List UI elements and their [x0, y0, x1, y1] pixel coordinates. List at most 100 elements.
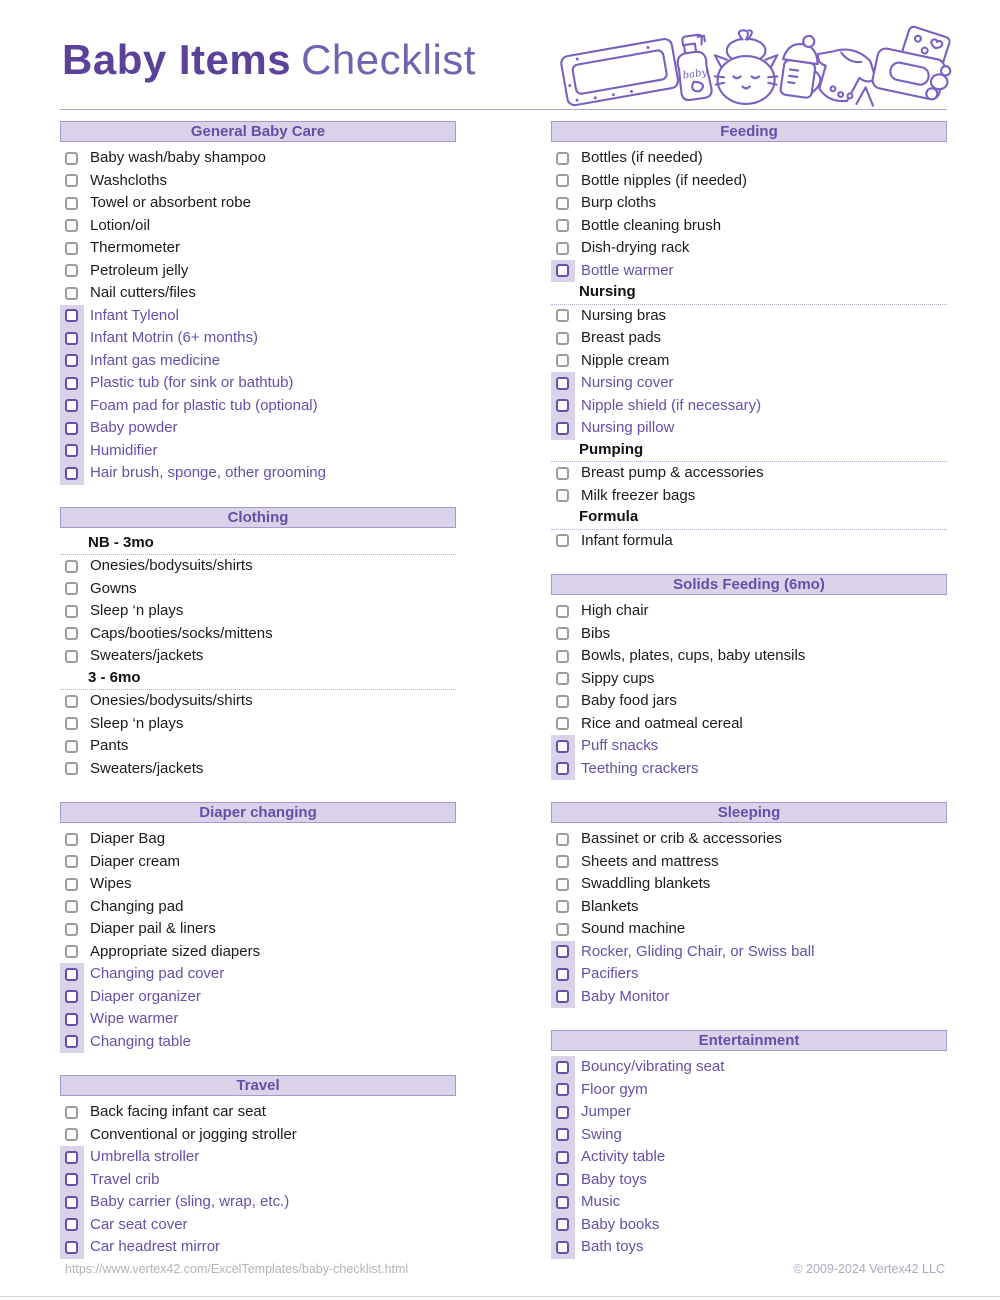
checkbox-cell	[60, 1146, 84, 1169]
checkbox[interactable]	[65, 739, 78, 753]
checkbox[interactable]	[556, 694, 569, 708]
checkbox[interactable]	[65, 354, 78, 368]
checkbox-cell	[551, 1056, 575, 1079]
item-label: Baby wash/baby shampoo	[90, 149, 266, 166]
checklist-row: Caps/booties/socks/mittens	[60, 623, 456, 646]
checkbox[interactable]	[65, 832, 78, 846]
checkbox[interactable]	[556, 832, 569, 846]
checkbox[interactable]	[556, 489, 569, 503]
checkbox[interactable]	[556, 1150, 569, 1164]
checkbox[interactable]	[556, 672, 569, 686]
checkbox[interactable]	[65, 1105, 78, 1119]
checkbox[interactable]	[65, 466, 78, 480]
checkbox[interactable]	[556, 354, 569, 368]
checklist-row: Activity table	[551, 1146, 947, 1169]
checkbox[interactable]	[556, 151, 569, 165]
checkbox[interactable]	[556, 1218, 569, 1232]
checkbox[interactable]	[556, 309, 569, 323]
checkbox[interactable]	[65, 990, 78, 1004]
checkbox[interactable]	[65, 694, 78, 708]
checkbox[interactable]	[65, 331, 78, 345]
onesie-icon	[816, 48, 877, 103]
checkbox[interactable]	[65, 967, 78, 981]
checkbox[interactable]	[556, 900, 569, 914]
checkbox[interactable]	[556, 1173, 569, 1187]
checkbox[interactable]	[556, 421, 569, 435]
checkbox[interactable]	[65, 1240, 78, 1254]
checkbox-cell	[60, 327, 84, 350]
checkbox[interactable]	[65, 1012, 78, 1026]
checkbox[interactable]	[556, 466, 569, 480]
checkbox[interactable]	[556, 967, 569, 981]
checkbox[interactable]	[65, 1173, 78, 1187]
checkbox[interactable]	[556, 627, 569, 641]
checkbox[interactable]	[65, 376, 78, 390]
checkbox[interactable]	[556, 534, 569, 548]
checkbox[interactable]	[556, 1105, 569, 1119]
checkbox[interactable]	[556, 376, 569, 390]
checkbox[interactable]	[65, 444, 78, 458]
checkbox[interactable]	[556, 174, 569, 188]
checkbox[interactable]	[556, 196, 569, 210]
checkbox[interactable]	[65, 399, 78, 413]
checkbox[interactable]	[556, 1060, 569, 1074]
checkbox[interactable]	[65, 286, 78, 300]
checkbox[interactable]	[65, 309, 78, 323]
checkbox[interactable]	[556, 990, 569, 1004]
checkbox[interactable]	[556, 399, 569, 413]
checkbox[interactable]	[65, 877, 78, 891]
checkbox[interactable]	[65, 582, 78, 596]
checkbox[interactable]	[556, 241, 569, 255]
checkbox[interactable]	[65, 900, 78, 914]
checkbox[interactable]	[65, 241, 78, 255]
checkbox[interactable]	[556, 717, 569, 731]
checkbox[interactable]	[65, 717, 78, 731]
checkbox[interactable]	[556, 739, 569, 753]
checkbox-cell	[60, 735, 84, 758]
item-label: Changing pad cover	[90, 965, 225, 982]
checkbox[interactable]	[556, 219, 569, 233]
page-title-light: Checklist	[301, 36, 476, 83]
checkbox[interactable]	[65, 264, 78, 278]
checkbox[interactable]	[65, 922, 78, 936]
checkbox[interactable]	[65, 151, 78, 165]
checkbox[interactable]	[65, 855, 78, 869]
checkbox[interactable]	[65, 1128, 78, 1142]
checkbox[interactable]	[65, 1218, 78, 1232]
checkbox[interactable]	[556, 855, 569, 869]
checkbox-cell	[551, 1236, 575, 1259]
item-label: Milk freezer bags	[581, 486, 696, 504]
checkbox-cell	[551, 623, 575, 646]
checkbox[interactable]	[556, 264, 569, 278]
checkbox[interactable]	[65, 1150, 78, 1164]
checkbox[interactable]	[556, 1240, 569, 1254]
checkbox[interactable]	[65, 604, 78, 618]
checklist-row: Travel crib	[60, 1168, 456, 1191]
checkbox[interactable]	[556, 331, 569, 345]
checklist-row: Petroleum jelly	[60, 260, 456, 283]
checkbox[interactable]	[65, 174, 78, 188]
checkbox[interactable]	[65, 421, 78, 435]
checklist-row: Floor gym	[551, 1078, 947, 1101]
checkbox[interactable]	[65, 559, 78, 573]
checkbox[interactable]	[556, 1083, 569, 1097]
item-label: Baby Monitor	[581, 987, 670, 1005]
checkbox[interactable]	[556, 1128, 569, 1142]
checkbox[interactable]	[65, 1195, 78, 1209]
checkbox[interactable]	[556, 1195, 569, 1209]
checkbox[interactable]	[65, 627, 78, 641]
checklist-row: Rice and oatmeal cereal	[551, 713, 947, 736]
checkbox[interactable]	[65, 219, 78, 233]
checkbox-cell	[551, 259, 575, 282]
checkbox[interactable]	[65, 196, 78, 210]
checkbox[interactable]	[556, 649, 569, 663]
checkbox[interactable]	[65, 945, 78, 959]
checkbox[interactable]	[556, 877, 569, 891]
checkbox[interactable]	[65, 649, 78, 663]
checkbox[interactable]	[556, 945, 569, 959]
checkbox[interactable]	[556, 762, 569, 776]
checkbox[interactable]	[556, 604, 569, 618]
checkbox[interactable]	[556, 922, 569, 936]
checkbox[interactable]	[65, 762, 78, 776]
checkbox[interactable]	[65, 1035, 78, 1049]
